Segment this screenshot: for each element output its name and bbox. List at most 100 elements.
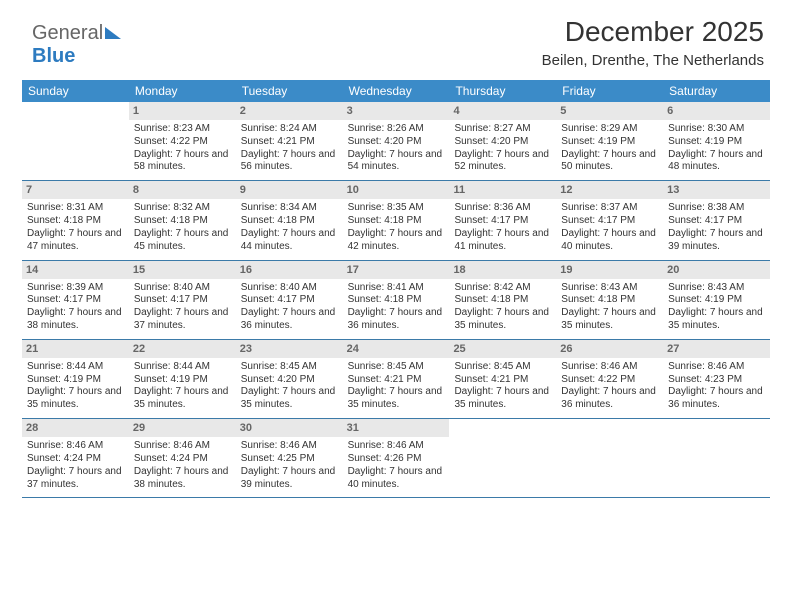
sunrise-text: Sunrise: 8:41 AM	[348, 282, 445, 295]
daylight-text: Daylight: 7 hours and 37 minutes.	[27, 466, 124, 492]
day-number: 18	[449, 261, 556, 279]
daylight-text: Daylight: 7 hours and 38 minutes.	[134, 466, 231, 492]
sunrise-text: Sunrise: 8:31 AM	[27, 202, 124, 215]
day-number: 23	[236, 340, 343, 358]
day-number: 6	[663, 102, 770, 120]
weekday-label: Sunday	[22, 80, 129, 102]
calendar-day-empty: .	[22, 102, 129, 180]
sunset-text: Sunset: 4:19 PM	[134, 374, 231, 387]
sunset-text: Sunset: 4:18 PM	[134, 215, 231, 228]
sunrise-text: Sunrise: 8:44 AM	[134, 361, 231, 374]
calendar-day: 3Sunrise: 8:26 AMSunset: 4:20 PMDaylight…	[343, 102, 450, 180]
sunrise-text: Sunrise: 8:44 AM	[27, 361, 124, 374]
sunset-text: Sunset: 4:24 PM	[134, 453, 231, 466]
daylight-text: Daylight: 7 hours and 58 minutes.	[134, 149, 231, 175]
sunrise-text: Sunrise: 8:46 AM	[348, 440, 445, 453]
day-number: 17	[343, 261, 450, 279]
sunset-text: Sunset: 4:24 PM	[27, 453, 124, 466]
logo: General Blue	[32, 22, 121, 68]
calendar-day: 22Sunrise: 8:44 AMSunset: 4:19 PMDayligh…	[129, 340, 236, 418]
calendar-day: 20Sunrise: 8:43 AMSunset: 4:19 PMDayligh…	[663, 261, 770, 339]
sunrise-text: Sunrise: 8:35 AM	[348, 202, 445, 215]
day-number: 31	[343, 419, 450, 437]
page-title: December 2025	[542, 16, 764, 48]
calendar-day: 7Sunrise: 8:31 AMSunset: 4:18 PMDaylight…	[22, 181, 129, 259]
day-number: 1	[129, 102, 236, 120]
sunrise-text: Sunrise: 8:40 AM	[241, 282, 338, 295]
weekday-label: Tuesday	[236, 80, 343, 102]
calendar-day: 10Sunrise: 8:35 AMSunset: 4:18 PMDayligh…	[343, 181, 450, 259]
day-number: 8	[129, 181, 236, 199]
calendar-day: 15Sunrise: 8:40 AMSunset: 4:17 PMDayligh…	[129, 261, 236, 339]
daylight-text: Daylight: 7 hours and 35 minutes.	[348, 386, 445, 412]
day-number: 26	[556, 340, 663, 358]
logo-text-1: General	[32, 22, 103, 44]
day-number: 16	[236, 261, 343, 279]
weekday-label: Monday	[129, 80, 236, 102]
location-text: Beilen, Drenthe, The Netherlands	[542, 52, 764, 69]
calendar-day: 29Sunrise: 8:46 AMSunset: 4:24 PMDayligh…	[129, 419, 236, 497]
calendar-day: 9Sunrise: 8:34 AMSunset: 4:18 PMDaylight…	[236, 181, 343, 259]
sunrise-text: Sunrise: 8:29 AM	[561, 123, 658, 136]
day-number: 22	[129, 340, 236, 358]
day-number: 2	[236, 102, 343, 120]
sunrise-text: Sunrise: 8:46 AM	[668, 361, 765, 374]
sunrise-text: Sunrise: 8:32 AM	[134, 202, 231, 215]
sunrise-text: Sunrise: 8:45 AM	[348, 361, 445, 374]
sunset-text: Sunset: 4:21 PM	[241, 136, 338, 149]
sunrise-text: Sunrise: 8:39 AM	[27, 282, 124, 295]
sunset-text: Sunset: 4:17 PM	[561, 215, 658, 228]
sunrise-text: Sunrise: 8:43 AM	[561, 282, 658, 295]
daylight-text: Daylight: 7 hours and 36 minutes.	[348, 307, 445, 333]
day-number: 9	[236, 181, 343, 199]
sunset-text: Sunset: 4:19 PM	[27, 374, 124, 387]
calendar-day: 11Sunrise: 8:36 AMSunset: 4:17 PMDayligh…	[449, 181, 556, 259]
daylight-text: Daylight: 7 hours and 48 minutes.	[668, 149, 765, 175]
daylight-text: Daylight: 7 hours and 45 minutes.	[134, 228, 231, 254]
sunrise-text: Sunrise: 8:46 AM	[561, 361, 658, 374]
page-header: December 2025 Beilen, Drenthe, The Nethe…	[542, 16, 764, 69]
sunrise-text: Sunrise: 8:38 AM	[668, 202, 765, 215]
sunset-text: Sunset: 4:17 PM	[134, 294, 231, 307]
sunset-text: Sunset: 4:18 PM	[561, 294, 658, 307]
daylight-text: Daylight: 7 hours and 35 minutes.	[454, 307, 551, 333]
sunset-text: Sunset: 4:17 PM	[27, 294, 124, 307]
day-number: 14	[22, 261, 129, 279]
daylight-text: Daylight: 7 hours and 39 minutes.	[241, 466, 338, 492]
day-number: 30	[236, 419, 343, 437]
sunset-text: Sunset: 4:19 PM	[561, 136, 658, 149]
sunrise-text: Sunrise: 8:37 AM	[561, 202, 658, 215]
calendar-day: 31Sunrise: 8:46 AMSunset: 4:26 PMDayligh…	[343, 419, 450, 497]
sunrise-text: Sunrise: 8:45 AM	[454, 361, 551, 374]
calendar-day: 30Sunrise: 8:46 AMSunset: 4:25 PMDayligh…	[236, 419, 343, 497]
daylight-text: Daylight: 7 hours and 36 minutes.	[668, 386, 765, 412]
sunrise-text: Sunrise: 8:30 AM	[668, 123, 765, 136]
calendar-day: 14Sunrise: 8:39 AMSunset: 4:17 PMDayligh…	[22, 261, 129, 339]
sunset-text: Sunset: 4:20 PM	[454, 136, 551, 149]
daylight-text: Daylight: 7 hours and 47 minutes.	[27, 228, 124, 254]
sunset-text: Sunset: 4:18 PM	[454, 294, 551, 307]
daylight-text: Daylight: 7 hours and 54 minutes.	[348, 149, 445, 175]
sunrise-text: Sunrise: 8:27 AM	[454, 123, 551, 136]
calendar-day-empty: .	[449, 419, 556, 497]
calendar-day: 21Sunrise: 8:44 AMSunset: 4:19 PMDayligh…	[22, 340, 129, 418]
sunset-text: Sunset: 4:20 PM	[241, 374, 338, 387]
sunrise-text: Sunrise: 8:46 AM	[27, 440, 124, 453]
calendar-day: 6 Sunrise: 8:30 AMSunset: 4:19 PMDaylight…	[663, 102, 770, 180]
day-number: 13	[663, 181, 770, 199]
sunrise-text: Sunrise: 8:46 AM	[134, 440, 231, 453]
calendar-day-empty: .	[556, 419, 663, 497]
sunset-text: Sunset: 4:19 PM	[668, 136, 765, 149]
daylight-text: Daylight: 7 hours and 35 minutes.	[454, 386, 551, 412]
logo-triangle-icon	[105, 27, 121, 39]
sunset-text: Sunset: 4:21 PM	[348, 374, 445, 387]
weekday-label: Friday	[556, 80, 663, 102]
sunrise-text: Sunrise: 8:46 AM	[241, 440, 338, 453]
calendar-day-empty: .	[663, 419, 770, 497]
sunset-text: Sunset: 4:26 PM	[348, 453, 445, 466]
calendar-day: 5Sunrise: 8:29 AMSunset: 4:19 PMDaylight…	[556, 102, 663, 180]
day-number: 11	[449, 181, 556, 199]
day-number: 20	[663, 261, 770, 279]
weekday-label: Wednesday	[343, 80, 450, 102]
day-number: 5	[556, 102, 663, 120]
